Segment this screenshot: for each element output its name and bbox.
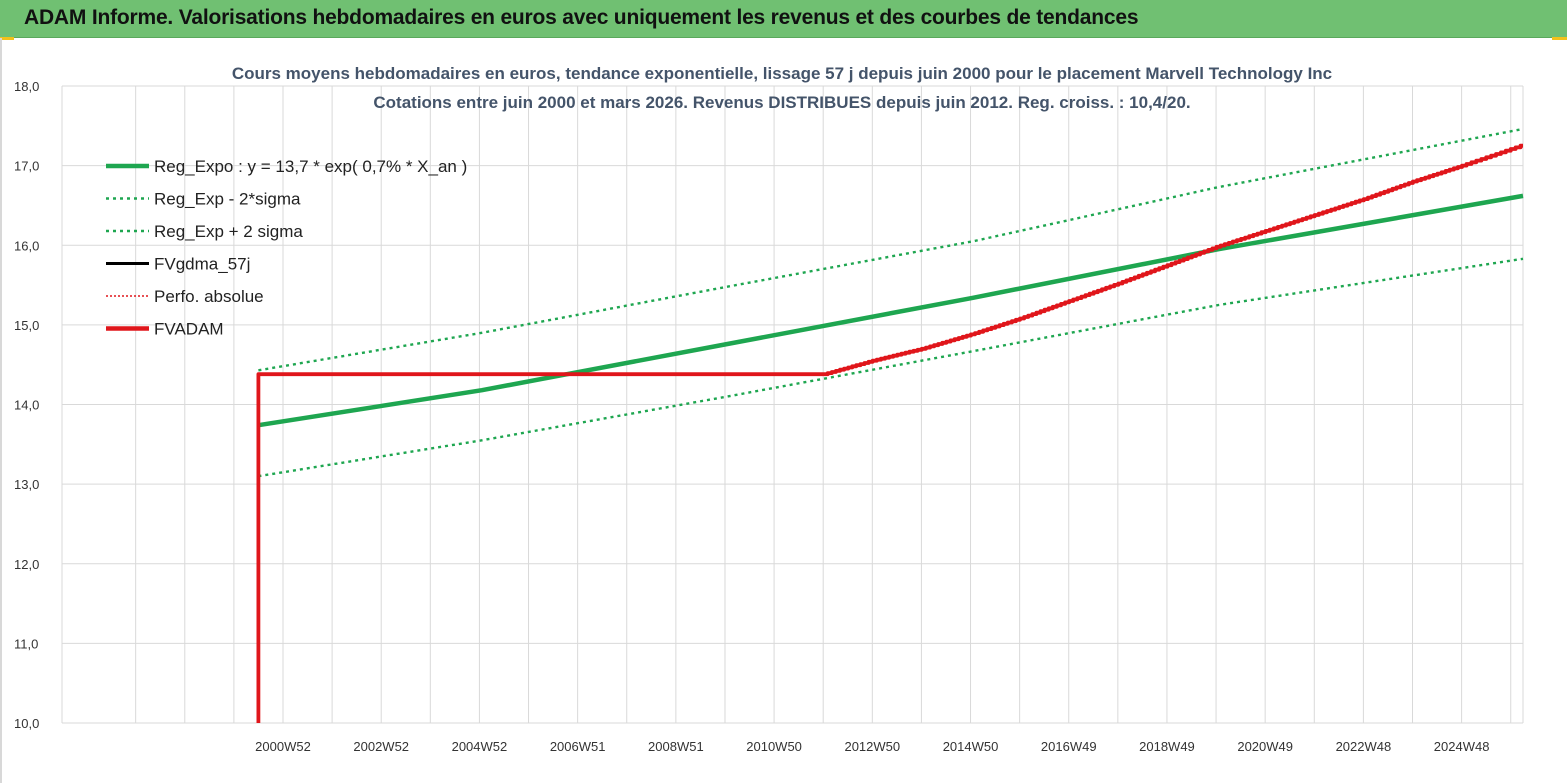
- chart-title-line: Cotations entre juin 2000 et mars 2026. …: [373, 93, 1190, 112]
- y-tick-label: 17,0: [14, 159, 39, 174]
- x-tick-label: 2014W50: [943, 739, 999, 754]
- x-tick-label: 2002W52: [353, 739, 409, 754]
- report-title: ADAM Informe. Valorisations hebdomadaire…: [24, 6, 1139, 29]
- chart-area: Cours moyens hebdomadaires en euros, ten…: [0, 38, 1567, 783]
- x-tick-label: 2018W49: [1139, 739, 1195, 754]
- legend-label: FVADAM: [154, 320, 224, 339]
- legend-label: Reg_Exp - 2*sigma: [154, 190, 301, 209]
- y-tick-label: 14,0: [14, 398, 39, 413]
- y-tick-label: 12,0: [14, 557, 39, 572]
- y-tick-label: 10,0: [14, 716, 39, 731]
- legend-label: Reg_Exp + 2 sigma: [154, 222, 303, 241]
- x-tick-label: 2000W52: [255, 739, 311, 754]
- chart-title-line: Cours moyens hebdomadaires en euros, ten…: [232, 64, 1332, 83]
- corner-marker-left: [0, 37, 14, 40]
- x-tick-label: 2024W48: [1434, 739, 1490, 754]
- x-tick-label: 2008W51: [648, 739, 704, 754]
- series-line-4: [256, 143, 1523, 723]
- x-tick-label: 2004W52: [452, 739, 508, 754]
- legend-label: FVgdma_57j: [154, 255, 250, 274]
- x-tick-label: 2012W50: [844, 739, 900, 754]
- x-tick-label: 2016W49: [1041, 739, 1097, 754]
- corner-marker-right: [1552, 37, 1567, 40]
- legend-label: Perfo. absolue: [154, 287, 264, 306]
- y-tick-label: 16,0: [14, 238, 39, 253]
- series-line-3: [258, 127, 1524, 372]
- series-line-1: [258, 193, 1524, 428]
- y-tick-label: 15,0: [14, 318, 39, 333]
- x-tick-label: 2006W51: [550, 739, 606, 754]
- line-chart: Cours moyens hebdomadaires en euros, ten…: [14, 64, 1524, 754]
- x-tick-label: 2020W49: [1237, 739, 1293, 754]
- x-tick-label: 2010W50: [746, 739, 802, 754]
- y-tick-label: 11,0: [14, 636, 38, 651]
- y-tick-label: 13,0: [14, 477, 39, 492]
- x-tick-label: 2022W48: [1336, 739, 1392, 754]
- legend-label: Reg_Expo : y = 13,7 * exp( 0,7% * X_an ): [154, 157, 467, 176]
- series-line-2: [258, 257, 1524, 478]
- y-tick-label: 18,0: [14, 79, 39, 94]
- report-header-banner: ADAM Informe. Valorisations hebdomadaire…: [0, 0, 1567, 38]
